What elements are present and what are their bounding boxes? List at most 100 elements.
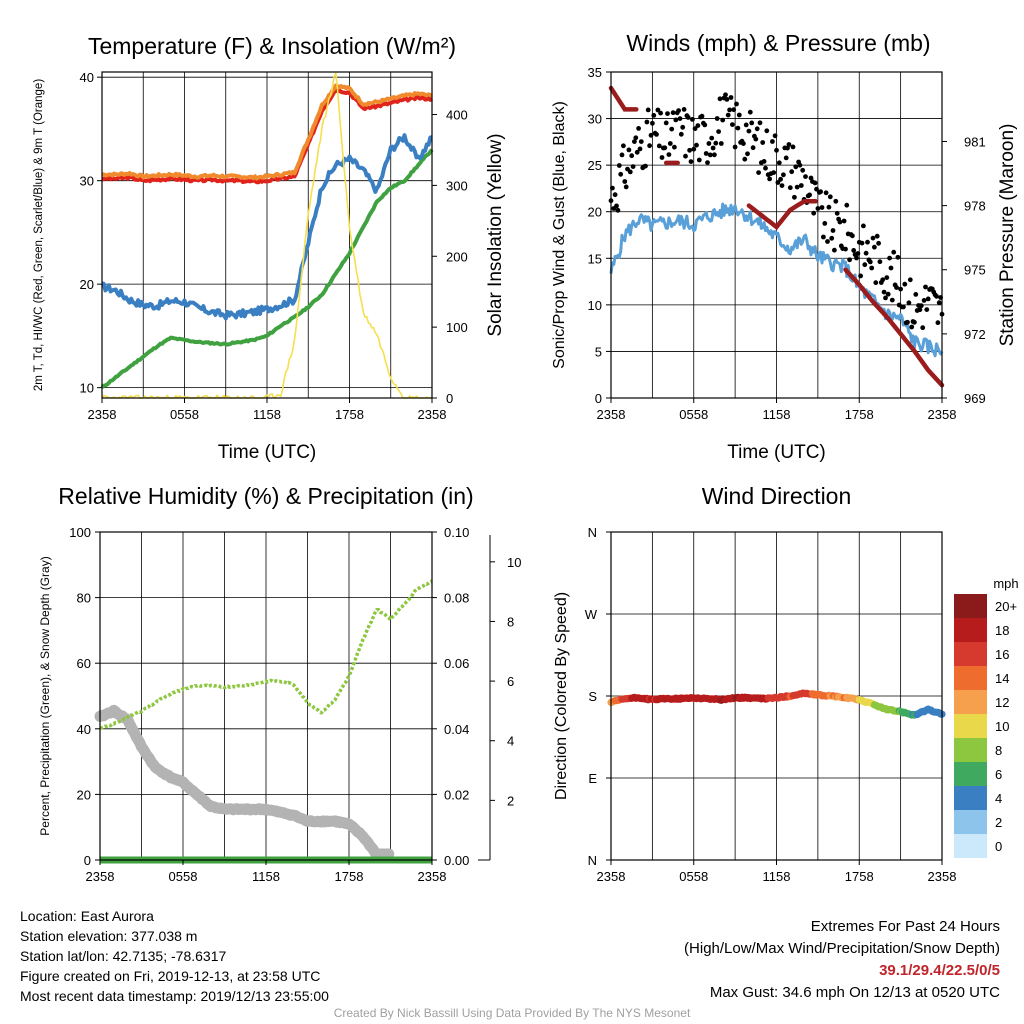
gust-point	[735, 125, 741, 131]
gust-point	[880, 277, 886, 283]
rh-x-tick-label: 2358	[86, 869, 115, 884]
gust-point	[616, 163, 622, 168]
colorbar-label: 18	[995, 623, 1009, 638]
wind-y-tick-label: 30	[588, 112, 602, 127]
temp-y2-tick-label: 100	[446, 320, 468, 335]
gust-point	[699, 113, 705, 119]
temp-series-9m-t	[101, 83, 433, 181]
gust-point	[727, 107, 732, 113]
temp-x-tick-label: 0558	[170, 407, 199, 422]
rh-y2-tick-label: 0.02	[444, 787, 469, 802]
gust-point	[662, 145, 668, 151]
gust-point	[901, 304, 906, 310]
gust-point	[667, 141, 673, 146]
gust-point	[705, 160, 710, 166]
gust-point	[644, 119, 650, 125]
gust-point	[855, 251, 861, 256]
gust-point	[872, 244, 877, 250]
gust-point	[887, 255, 892, 261]
gust-point	[921, 298, 927, 303]
dir-y-tick-label: N	[588, 853, 597, 868]
gust-point	[710, 145, 716, 151]
gust-point	[757, 120, 763, 126]
gust-point	[673, 117, 679, 123]
gust-point	[807, 192, 812, 198]
wind-x-label: Time (UTC)	[727, 442, 826, 463]
gust-point	[798, 183, 804, 188]
gust-point	[786, 142, 792, 147]
temp-y-label-right: Solar Insolation (Yellow)	[485, 133, 506, 336]
dir-x-tick-label: 0558	[679, 869, 708, 884]
gust-point	[895, 254, 901, 260]
location-text: Location: East Aurora	[20, 908, 154, 924]
gust-point	[841, 218, 847, 224]
gust-point	[775, 180, 781, 185]
gust-point	[665, 111, 670, 116]
temp-y-tick-label: 40	[80, 70, 94, 85]
gust-point	[803, 174, 808, 180]
rh-x-tick-label: 0558	[169, 869, 198, 884]
created-text: Figure created on Fri, 2019-12-13, at 23…	[20, 968, 321, 984]
gust-point	[730, 122, 735, 127]
wind-y-label-left: Sonic/Prop Wind & Gust (Blue, Black)	[551, 101, 568, 369]
rh-y-label-left: Percent, Precipitation (Green), & Snow D…	[38, 556, 52, 835]
rh-y-tick-label: 100	[69, 525, 91, 540]
gust-point	[618, 171, 624, 177]
temp-series-2m-t	[101, 88, 434, 185]
wind-y-tick-label: 15	[588, 251, 602, 266]
gust-point	[811, 210, 817, 216]
temp-series-solar-insolation	[101, 72, 432, 399]
gust-point	[917, 307, 923, 313]
temp-y-tick-label: 10	[80, 381, 94, 396]
gust-point	[728, 95, 734, 100]
gust-point	[612, 192, 618, 198]
wind-y2-tick-label: 969	[964, 391, 986, 406]
rh-title: Relative Humidity (%) & Precipitation (i…	[58, 483, 473, 509]
gust-point	[633, 135, 639, 141]
gust-point	[793, 164, 799, 170]
rh-x-tick-label: 1158	[252, 869, 280, 884]
dir-x-tick-label: 2358	[928, 869, 957, 884]
max-gust-text: Max Gust: 34.6 mph On 12/13 at 0520 UTC	[709, 984, 1000, 1001]
gust-point	[863, 250, 869, 256]
gust-point	[632, 139, 637, 145]
rh-series-snow-depth	[94, 704, 395, 860]
gust-point	[800, 167, 806, 173]
gust-point	[881, 289, 887, 295]
gust-point	[630, 164, 636, 170]
gust-point	[920, 325, 926, 331]
gust-point	[745, 151, 750, 157]
dir-y-tick-label: S	[588, 689, 597, 704]
gust-point	[925, 296, 931, 302]
rh-y3-tick-label: 8	[507, 614, 514, 629]
gust-point	[763, 165, 768, 171]
dir-x-tick-label: 1158	[763, 869, 791, 884]
rh-y3-tick-label: 4	[507, 734, 514, 749]
gust-point	[629, 153, 635, 159]
rh-y2-tick-label: 0.10	[444, 525, 469, 540]
latlon-text: Station lat/lon: 42.7135; -78.6317	[20, 948, 227, 964]
gust-point	[822, 221, 828, 226]
gust-point	[741, 141, 746, 147]
gust-point	[772, 133, 778, 139]
gust-point	[844, 202, 850, 208]
gust-point	[913, 292, 919, 297]
gust-point	[833, 198, 839, 204]
gust-point	[747, 109, 753, 115]
gust-point	[622, 179, 628, 184]
gust-point	[876, 240, 881, 246]
wind-y2-tick-label: 972	[964, 327, 986, 342]
wind-series-pressure	[608, 85, 945, 388]
extremes-values: 39.1/29.4/22.5/0/5	[879, 962, 1000, 979]
gust-point	[749, 120, 755, 126]
gust-point	[865, 239, 870, 245]
gust-point	[827, 194, 833, 200]
gust-point	[814, 186, 819, 192]
gust-point	[821, 234, 826, 240]
gust-point	[670, 110, 676, 116]
gust-point	[909, 324, 915, 330]
gust-point	[862, 262, 868, 268]
gust-point	[650, 120, 655, 126]
gust-point	[702, 122, 708, 128]
gust-point	[907, 277, 913, 283]
